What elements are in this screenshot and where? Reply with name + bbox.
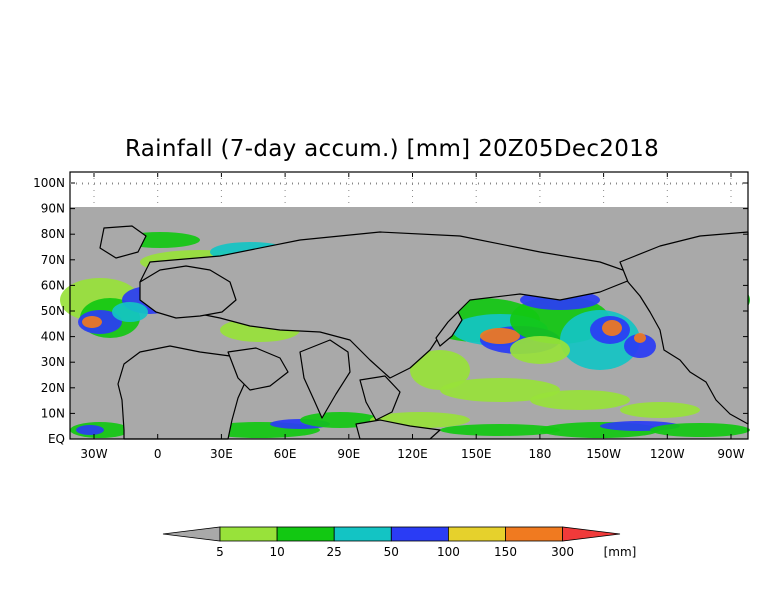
japan-outline xyxy=(435,311,463,347)
lon-label: 30E xyxy=(210,447,233,461)
map-title: Rainfall (7-day accum.) [mm] 20Z05Dec201… xyxy=(125,136,659,162)
legend-below-triangle xyxy=(162,526,221,542)
legend-threshold-label: 300 xyxy=(551,545,574,559)
europe-outline xyxy=(139,265,237,319)
lon-label: 150W xyxy=(586,447,621,461)
legend-unit-label: [mm] xyxy=(604,545,637,559)
lat-label: EQ xyxy=(48,432,65,446)
map-frame xyxy=(69,171,749,440)
legend-above-triangle xyxy=(562,526,621,542)
map-plot-area xyxy=(60,171,750,440)
lat-label: 20N xyxy=(41,381,65,395)
land-outlines xyxy=(99,225,749,440)
lon-label: 90E xyxy=(337,447,360,461)
lat-label: 100N xyxy=(33,176,65,190)
legend-threshold-label: 25 xyxy=(327,545,342,559)
color-legend: 5 10 25 50 100 150 300 [mm] xyxy=(162,526,637,559)
legend-threshold-label: 150 xyxy=(494,545,517,559)
legend-swatch xyxy=(276,526,335,542)
lon-label: 150E xyxy=(461,447,492,461)
lon-label: 120W xyxy=(650,447,685,461)
lat-label: 90N xyxy=(41,202,65,216)
rain-cell xyxy=(650,423,750,437)
rain-cell xyxy=(624,334,656,358)
lat-lon-grid xyxy=(70,172,748,440)
lat-label: 30N xyxy=(41,355,65,369)
rain-cell xyxy=(480,328,520,344)
rain-cell xyxy=(440,424,560,436)
rain-cell xyxy=(112,302,148,322)
legend-threshold-label: 5 xyxy=(216,545,224,559)
arabia-outline xyxy=(227,347,289,391)
lat-label: 50N xyxy=(41,304,65,318)
legend-swatch xyxy=(219,526,278,542)
lon-label: 30W xyxy=(80,447,107,461)
africa-outline xyxy=(117,345,249,440)
greenland-outline xyxy=(99,225,147,259)
legend-threshold-label: 10 xyxy=(269,545,284,559)
lon-label: 120E xyxy=(397,447,428,461)
lon-label: 0 xyxy=(154,447,162,461)
rain-cell xyxy=(602,320,622,336)
legend-swatch xyxy=(447,526,506,542)
rain-cell xyxy=(82,316,102,328)
rain-cell xyxy=(510,336,570,364)
rain-cell xyxy=(620,402,700,418)
lat-label: 70N xyxy=(41,253,65,267)
legend-threshold-label: 50 xyxy=(384,545,399,559)
rain-cell xyxy=(634,333,646,343)
rain-cell xyxy=(440,378,560,402)
lat-label: 80N xyxy=(41,227,65,241)
lon-label: 60E xyxy=(274,447,297,461)
lat-label: 10N xyxy=(41,406,65,420)
legend-swatch xyxy=(390,526,449,542)
lon-label: 90W xyxy=(717,447,744,461)
lat-label: 40N xyxy=(41,330,65,344)
axis-labels: 100N 90N 80N 70N 60N 50N 40N 30N 20N 10N EQ 30W 0 30E… xyxy=(33,176,745,461)
legend-swatch xyxy=(505,526,563,542)
southeast-asia-outline xyxy=(359,375,401,421)
legend-threshold-label: 100 xyxy=(437,545,460,559)
lon-label: 180 xyxy=(528,447,551,461)
north-america-outline xyxy=(619,231,749,425)
legend-swatch xyxy=(333,526,392,542)
india-outline xyxy=(299,339,351,419)
rain-cell xyxy=(530,390,630,410)
lat-label: 60N xyxy=(41,278,65,292)
rain-cell xyxy=(76,425,104,435)
rain-cell xyxy=(410,350,470,390)
